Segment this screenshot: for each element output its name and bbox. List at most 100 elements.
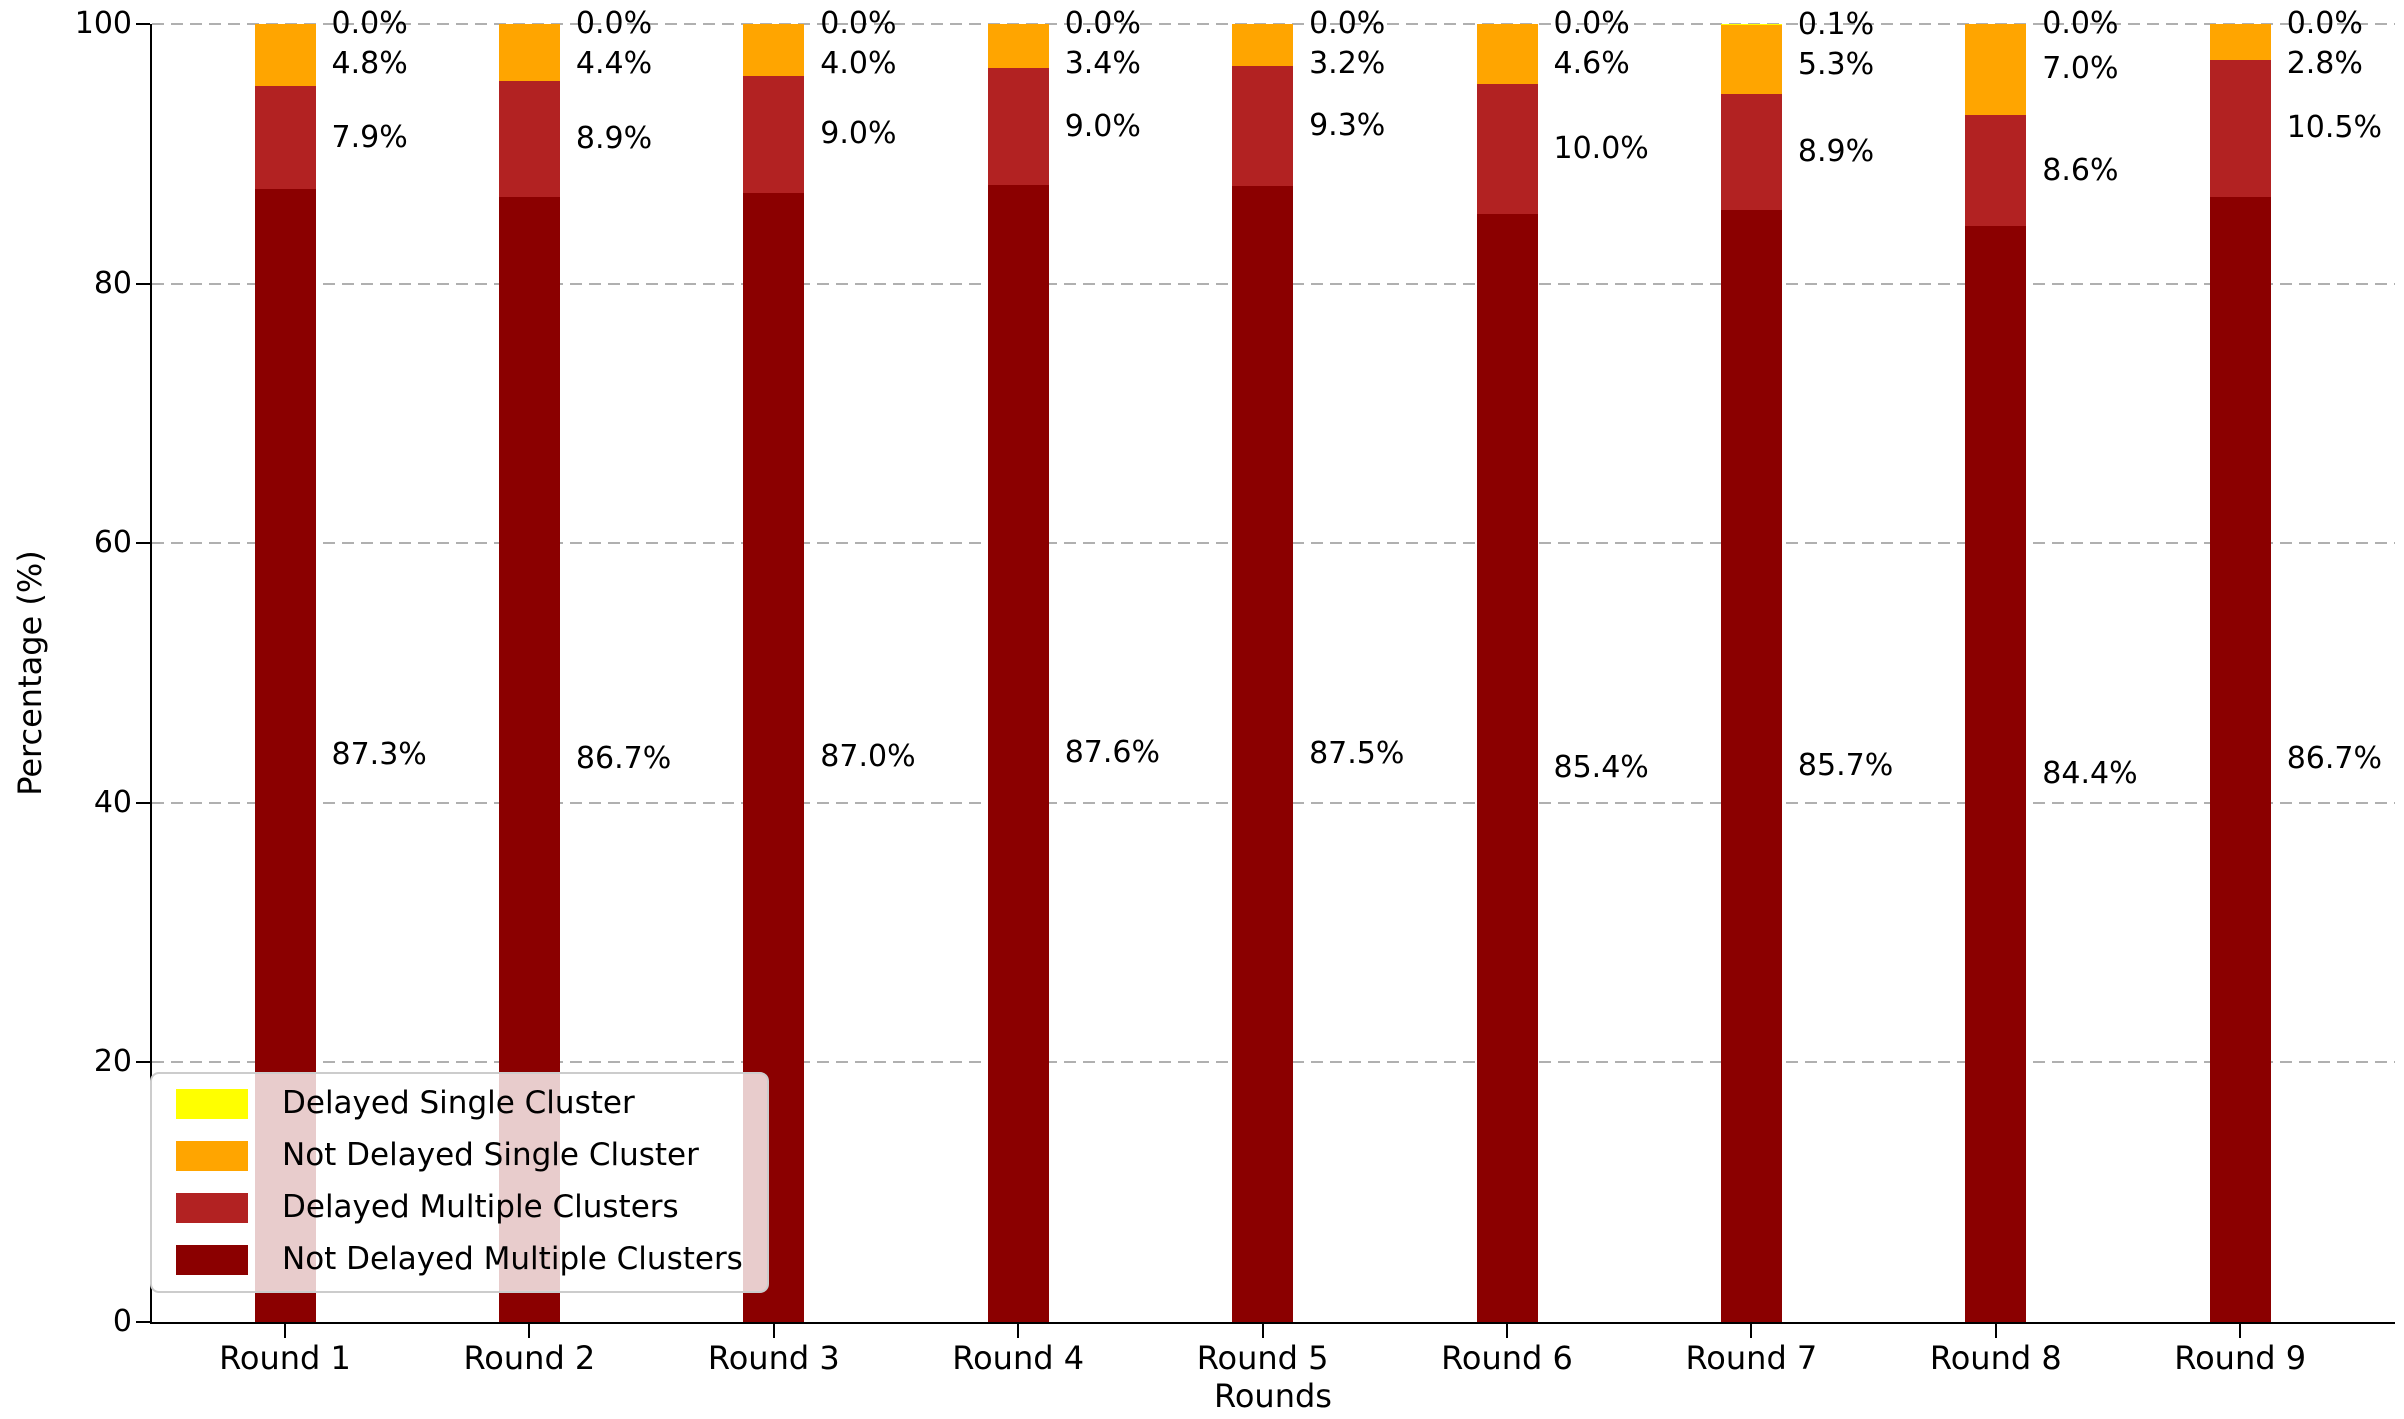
- x-tick-label: Round 2: [463, 1339, 596, 1377]
- bar-value-label: 4.0%: [820, 46, 897, 81]
- bar-segment-not-delayed-single-cluster: [1720, 25, 1782, 95]
- legend-swatch-not-delayed-multiple-clusters: [176, 1244, 248, 1275]
- bar-value-label: 3.4%: [1064, 46, 1141, 81]
- bar-value-label: 3.2%: [1309, 46, 1386, 81]
- bar-segment-not-delayed-multiple-clusters: [1232, 186, 1294, 1322]
- bar-segment-not-delayed-multiple-clusters: [1476, 213, 1538, 1322]
- x-tick: [1017, 1324, 1020, 1338]
- legend-entry: Not Delayed Single Cluster: [176, 1140, 743, 1171]
- bar-value-label: 10.5%: [2286, 110, 2382, 146]
- bar-value-label: 8.6%: [2042, 152, 2119, 188]
- bar-value-label: 87.5%: [1309, 736, 1405, 772]
- y-tick-label: 80: [93, 265, 132, 301]
- bar-segment-delayed-multiple-clusters: [498, 81, 560, 197]
- y-axis-spine: [150, 24, 152, 1324]
- bar-value-label: 85.4%: [1553, 749, 1649, 785]
- legend-label: Not Delayed Multiple Clusters: [282, 1241, 743, 1277]
- x-tick-label: Round 7: [1685, 1339, 1818, 1377]
- bar-value-label: 84.4%: [2042, 756, 2138, 792]
- y-tick: [136, 1321, 150, 1323]
- bar-value-label: 0.0%: [331, 6, 408, 41]
- bar-value-label: 4.8%: [331, 46, 408, 81]
- bar-value-label: 87.6%: [1064, 735, 1160, 771]
- bar-value-label: 86.7%: [2286, 741, 2382, 777]
- legend: Delayed Single Cluster Not Delayed Singl…: [150, 1072, 769, 1293]
- x-tick: [528, 1324, 531, 1338]
- x-tick: [1261, 1324, 1264, 1338]
- bar-value-label: 9.0%: [1064, 108, 1141, 144]
- bar-value-label: 7.9%: [331, 119, 408, 155]
- bar-segment-delayed-multiple-clusters: [1232, 65, 1294, 187]
- legend-entry: Not Delayed Multiple Clusters: [176, 1244, 743, 1275]
- bar-value-label: 9.0%: [820, 116, 897, 152]
- y-tick: [136, 1061, 150, 1064]
- bar-segment-delayed-multiple-clusters: [254, 86, 316, 189]
- y-tick-label: 20: [93, 1044, 132, 1080]
- bar-value-label: 9.3%: [1309, 107, 1386, 143]
- bar-segment-not-delayed-multiple-clusters: [2209, 196, 2271, 1322]
- x-tick: [1506, 1324, 1508, 1338]
- bar-segment-delayed-single-cluster: [1720, 24, 1782, 26]
- bar-segment-not-delayed-single-cluster: [498, 24, 560, 82]
- bar-segment-delayed-multiple-clusters: [1720, 94, 1782, 210]
- bar-segment-not-delayed-single-cluster: [254, 24, 316, 87]
- bar-value-label: 8.9%: [575, 120, 653, 156]
- legend-label: Delayed Multiple Clusters: [282, 1189, 679, 1225]
- y-tick: [136, 542, 150, 545]
- bar-value-label: 87.3%: [331, 737, 427, 773]
- legend-label: Delayed Single Cluster: [282, 1085, 635, 1121]
- bar-value-label: 0.0%: [575, 6, 653, 41]
- legend-entry: Delayed Multiple Clusters: [176, 1192, 743, 1223]
- bar-value-label: 7.0%: [2042, 51, 2119, 87]
- bar-segment-not-delayed-multiple-clusters: [1965, 226, 2027, 1322]
- bar-segment-not-delayed-multiple-clusters: [987, 184, 1049, 1322]
- x-tick-label: Round 9: [2174, 1339, 2307, 1377]
- bar-value-label: 5.3%: [1797, 46, 1875, 82]
- bar-value-label: 2.8%: [2286, 46, 2363, 81]
- x-tick-label: Round 5: [1196, 1339, 1329, 1377]
- bar-value-label: 86.7%: [575, 741, 672, 777]
- y-tick: [136, 282, 150, 285]
- bar-segment-not-delayed-single-cluster: [1476, 24, 1538, 84]
- bar-segment-delayed-multiple-clusters: [743, 75, 805, 193]
- y-tick: [136, 801, 150, 804]
- x-tick: [1750, 1324, 1753, 1338]
- x-tick: [2239, 1324, 2242, 1338]
- legend-swatch-delayed-multiple-clusters: [176, 1192, 248, 1223]
- x-axis-spine: [150, 1322, 2395, 1324]
- bar-segment-delayed-multiple-clusters: [987, 68, 1049, 185]
- bar-segment-not-delayed-single-cluster: [2209, 24, 2271, 61]
- y-axis-title: Percentage (%): [11, 550, 49, 796]
- legend-swatch-not-delayed-single-cluster: [176, 1140, 248, 1171]
- bar-value-label: 0.0%: [820, 6, 897, 41]
- bar-value-label: 0.0%: [2286, 6, 2363, 41]
- bar-value-label: 0.1%: [1797, 6, 1875, 42]
- x-tick: [1994, 1324, 1997, 1338]
- bar-segment-delayed-multiple-clusters: [1965, 114, 2027, 227]
- bar-segment-not-delayed-single-cluster: [987, 24, 1049, 69]
- x-tick-label: Round 4: [952, 1339, 1085, 1377]
- bar-segment-not-delayed-single-cluster: [1965, 24, 2027, 115]
- bar-value-label: 4.6%: [1553, 46, 1630, 81]
- legend-entry: Delayed Single Cluster: [176, 1088, 743, 1119]
- bar-value-label: 4.4%: [575, 46, 653, 81]
- y-tick-label: 100: [74, 6, 132, 41]
- bar-value-label: 10.0%: [1553, 130, 1649, 166]
- bar-value-label: 0.0%: [1064, 6, 1141, 41]
- x-tick-label: Round 3: [707, 1339, 840, 1377]
- x-tick-label: Round 6: [1441, 1339, 1573, 1377]
- x-axis-title: Rounds: [1214, 1377, 1332, 1415]
- legend-label: Not Delayed Single Cluster: [282, 1137, 699, 1173]
- bar-segment-not-delayed-single-cluster: [1232, 24, 1294, 66]
- bar-value-label: 85.7%: [1797, 747, 1894, 783]
- bar-segment-delayed-multiple-clusters: [2209, 60, 2271, 197]
- y-tick-label: 0: [112, 1304, 132, 1339]
- bar-value-label: 87.0%: [820, 739, 916, 775]
- bar-value-label: 0.0%: [1309, 6, 1386, 41]
- y-tick: [136, 23, 150, 25]
- x-tick-label: Round 8: [1929, 1339, 2062, 1377]
- bar-segment-not-delayed-single-cluster: [743, 24, 805, 76]
- bar-value-label: 8.9%: [1797, 133, 1875, 169]
- bar-segment-not-delayed-multiple-clusters: [1720, 209, 1782, 1322]
